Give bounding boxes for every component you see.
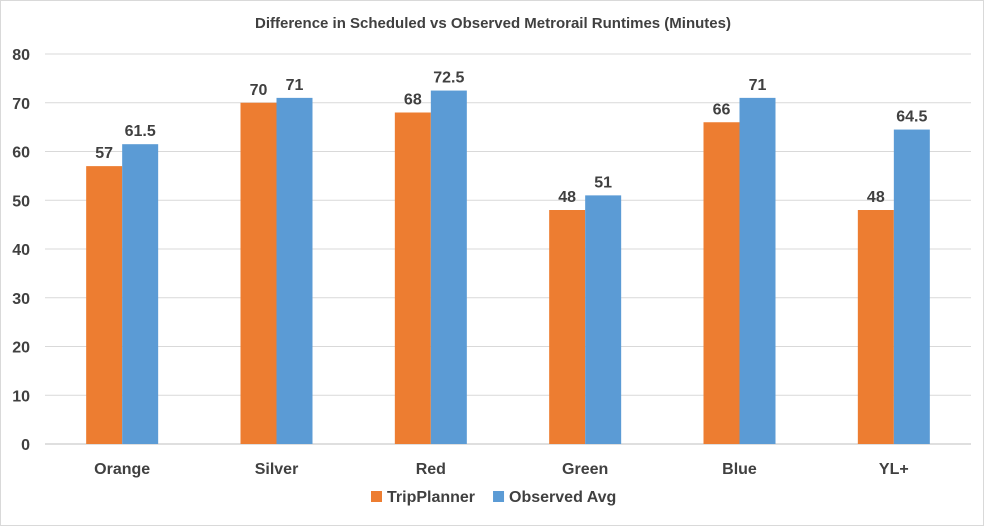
bar-orange-1 (122, 144, 159, 444)
x-axis: Orange Silver Red Green Blue YL+ (94, 461, 909, 478)
y-tick-label-50: 50 (12, 193, 30, 210)
bar-green-0 (549, 210, 586, 444)
bar-blue-0 (703, 122, 740, 444)
bar-red-0 (394, 112, 431, 444)
legend: TripPlanner Observed Avg (371, 489, 616, 506)
data-label-orange-1: 61.5 (125, 123, 156, 140)
data-label-green-1: 51 (594, 174, 612, 191)
y-tick-label-10: 10 (12, 388, 30, 405)
data-label-red-1: 72.5 (433, 70, 464, 87)
y-tick-label-40: 40 (12, 242, 30, 259)
bar-red-1 (430, 90, 467, 444)
x-tick-label-yl: YL+ (879, 461, 909, 478)
data-label-silver-0: 70 (250, 82, 268, 99)
legend-swatch-0 (371, 491, 382, 502)
legend-swatch-1 (493, 491, 505, 502)
data-labels: 57 61.5 70 71 68 72.5 48 51 66 71 48 64.5 (95, 70, 927, 206)
data-label-orange-0: 57 (95, 145, 113, 162)
data-label-green-0: 48 (558, 189, 576, 206)
y-tick-label-80: 80 (12, 47, 30, 64)
bar-silver-0 (240, 102, 277, 444)
bar-yl-0 (857, 210, 894, 444)
data-label-blue-1: 71 (749, 77, 767, 94)
legend-label-0: TripPlanner (387, 489, 475, 506)
chart-title: Difference in Scheduled vs Observed Metr… (255, 15, 731, 32)
bar-yl-1 (893, 129, 930, 444)
data-label-red-0: 68 (404, 92, 422, 109)
bar-green-1 (585, 195, 622, 444)
y-tick-label-70: 70 (12, 96, 30, 113)
data-label-yl-0: 48 (867, 189, 885, 206)
bar-orange-0 (86, 166, 123, 444)
data-label-blue-0: 66 (713, 101, 731, 118)
x-tick-label-silver: Silver (255, 461, 299, 478)
x-tick-label-orange: Orange (94, 461, 150, 478)
bar-silver-1 (276, 97, 313, 444)
gridlines (45, 53, 971, 445)
y-tick-label-30: 30 (12, 291, 30, 308)
x-tick-label-red: Red (416, 461, 446, 478)
y-tick-label-60: 60 (12, 145, 30, 162)
legend-label-1: Observed Avg (509, 489, 616, 506)
x-tick-label-green: Green (562, 461, 608, 478)
data-label-silver-1: 71 (286, 77, 304, 94)
x-tick-label-blue: Blue (722, 461, 757, 478)
y-axis: 0 10 20 30 40 50 60 70 80 (12, 47, 30, 454)
bars (86, 90, 930, 444)
y-tick-label-0: 0 (21, 437, 30, 454)
y-tick-label-20: 20 (12, 340, 30, 357)
bar-blue-1 (739, 97, 776, 444)
data-label-yl-1: 64.5 (896, 109, 927, 126)
